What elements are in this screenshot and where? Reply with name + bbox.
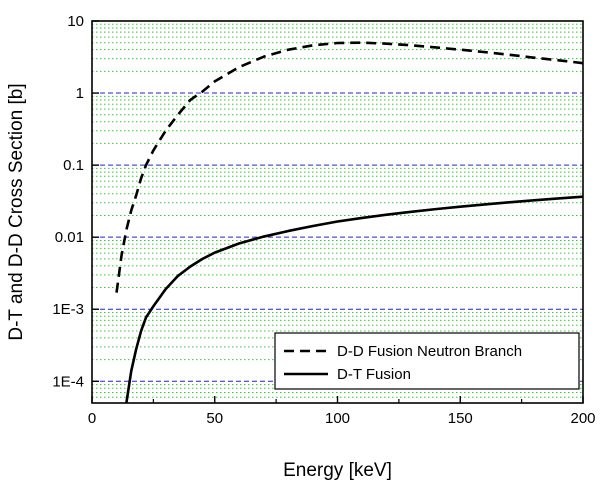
legend-label-dd: D-D Fusion Neutron Branch xyxy=(337,343,522,360)
y-tick-label: 0.1 xyxy=(63,157,84,174)
y-tick-label: 1E-4 xyxy=(52,373,84,390)
y-tick-label: 10 xyxy=(67,13,84,30)
x-tick-label: 50 xyxy=(206,410,223,427)
x-tick-labels: 0 50 100 150 200 xyxy=(88,410,596,427)
series-line-dd xyxy=(115,41,584,293)
axis-ticks xyxy=(91,20,584,403)
legend-box xyxy=(274,332,580,390)
legend-label-dt: D-T Fusion xyxy=(337,366,411,383)
y-tick-label: 1 xyxy=(76,85,84,102)
series-layer xyxy=(115,41,584,404)
y-tick-label: 1E-3 xyxy=(52,301,84,318)
y-axis-title: D-T and D-D Cross Section [b] xyxy=(6,83,27,340)
x-tick-label: 150 xyxy=(448,410,473,427)
x-axis-title: Energy [keV] xyxy=(283,460,392,481)
x-tick-label: 200 xyxy=(570,410,595,427)
series-line-dt xyxy=(125,195,584,404)
minor-gridlines xyxy=(92,23,583,398)
y-tick-labels: 1E-4 1E-3 0.01 0.1 1 10 xyxy=(52,13,84,390)
legend: D-D Fusion Neutron Branch D-T Fusion xyxy=(274,332,580,390)
y-tick-label: 0.01 xyxy=(55,229,84,246)
x-tick-label: 100 xyxy=(325,410,350,427)
x-tick-label: 0 xyxy=(88,410,96,427)
